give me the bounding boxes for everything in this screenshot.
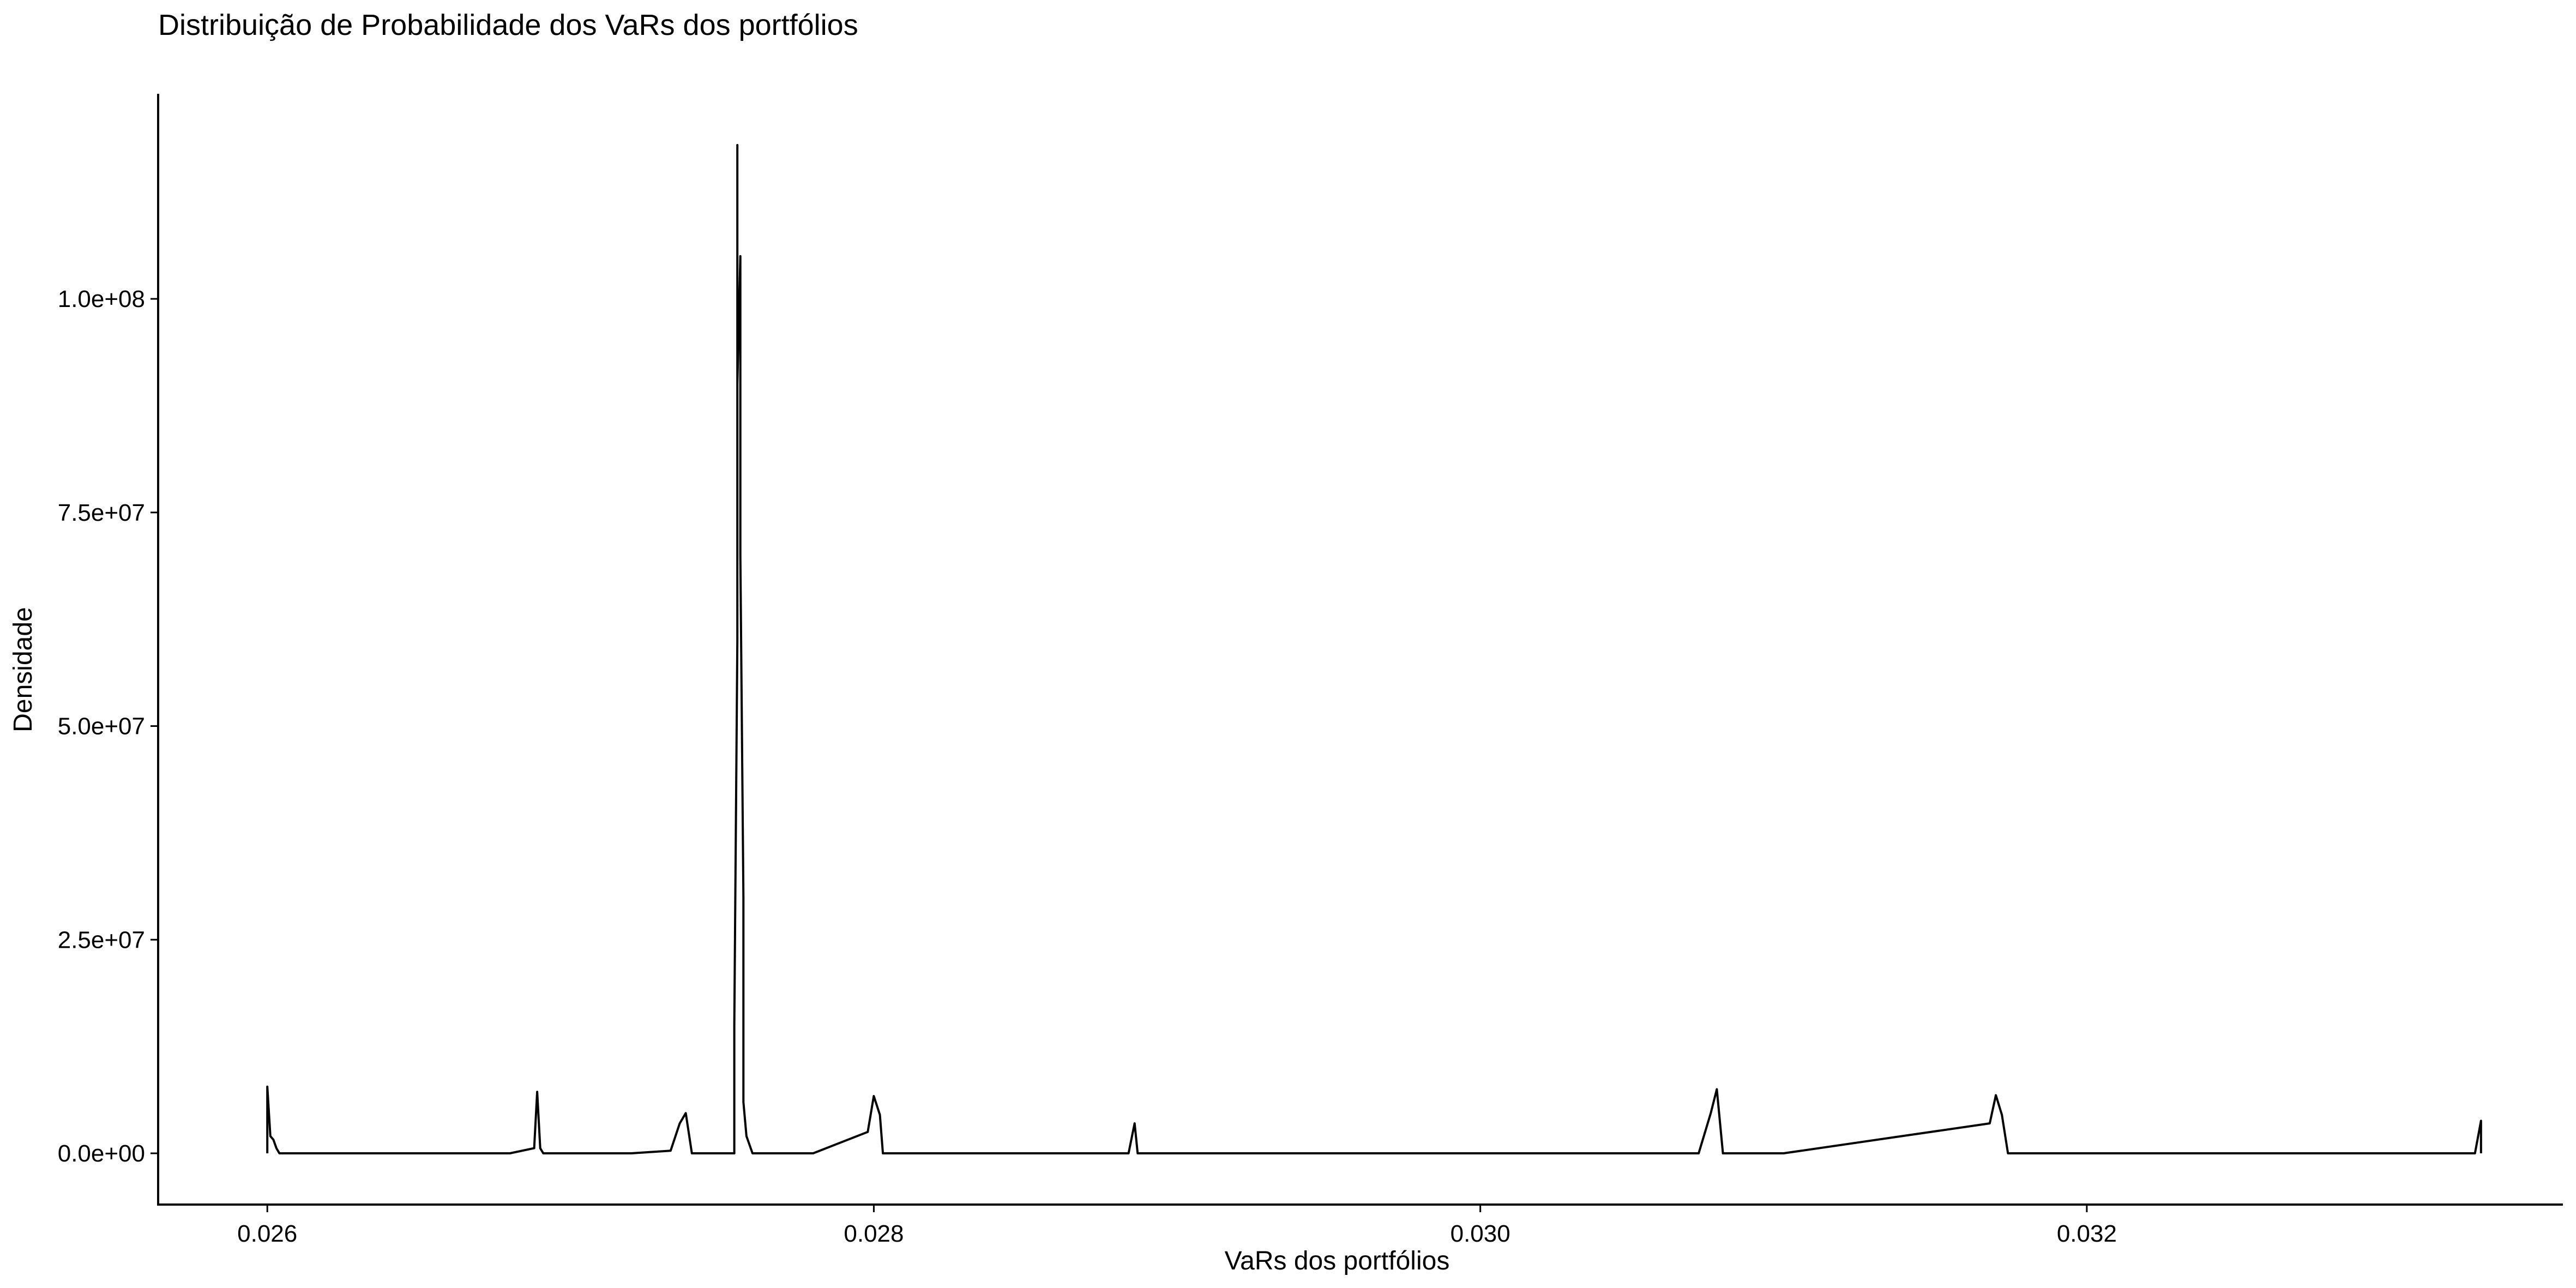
y-tick-label: 2.5e+07 bbox=[58, 926, 145, 953]
density-line bbox=[266, 144, 2482, 1154]
x-tick-label: 0.030 bbox=[1450, 1220, 1510, 1247]
y-axis-ticks: 0.0e+00 2.5e+07 5.0e+07 7.5e+07 1.0e+08 bbox=[58, 286, 158, 1167]
x-tick-label: 0.026 bbox=[237, 1220, 297, 1247]
y-tick-label: 1.0e+08 bbox=[58, 286, 145, 312]
x-axis-title: VaRs dos portfólios bbox=[1225, 1247, 1450, 1275]
x-tick-label: 0.032 bbox=[2057, 1220, 2117, 1247]
y-tick-label: 7.5e+07 bbox=[58, 499, 145, 526]
y-tick-label: 0.0e+00 bbox=[58, 1140, 145, 1167]
x-tick-label: 0.028 bbox=[844, 1220, 904, 1247]
y-tick-label: 5.0e+07 bbox=[58, 713, 145, 740]
chart-title: Distribuição de Probabilidade dos VaRs d… bbox=[158, 9, 858, 41]
x-axis-ticks: 0.026 0.028 0.030 0.032 bbox=[237, 1205, 2117, 1247]
y-axis-title: Densidade bbox=[9, 607, 38, 732]
